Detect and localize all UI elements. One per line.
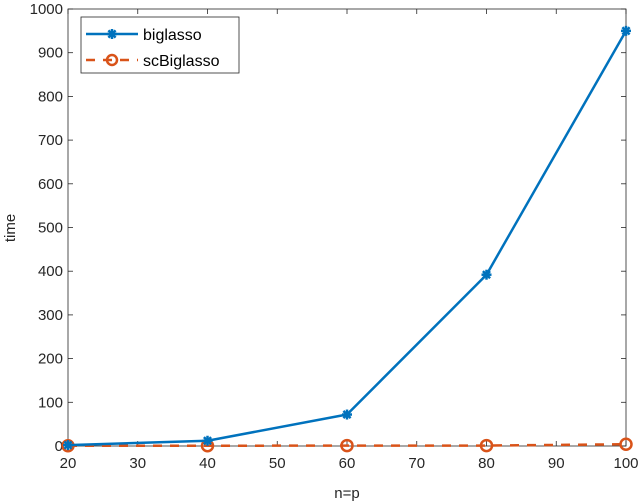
circle-marker-icon [105,53,119,67]
legend: biglasso scBiglasso [80,16,240,74]
y-tick-label: 900 [38,45,63,62]
circle-marker-icon [340,438,354,453]
y-tick-label: 100 [38,394,63,411]
axes-box [67,8,627,447]
asterisk-marker-icon [342,409,352,420]
legend-label-biglasso: biglasso [143,27,202,44]
y-axis-ticks: 0 100 200 300 400 500 600 700 800 900 1000 [30,1,626,455]
y-axis-label: time [2,214,19,242]
circle-marker-icon [619,437,633,452]
x-axis-label: n=p [334,485,359,502]
asterisk-marker-icon [621,25,631,36]
x-axis-ticks: 20 30 40 50 60 70 80 90 100 [60,9,639,472]
legend-label-scbiglasso: scBiglasso [143,53,220,70]
x-tick-label: 60 [339,455,356,472]
x-tick-label: 30 [129,455,146,472]
x-tick-label: 80 [478,455,495,472]
series-layer [61,25,633,453]
y-tick-label: 500 [38,220,63,237]
series-scbiglasso [61,437,633,453]
x-tick-label: 20 [60,455,77,472]
y-tick-label: 800 [38,88,63,105]
x-tick-label: 50 [269,455,286,472]
asterisk-marker-icon [63,440,73,451]
y-tick-label: 300 [38,307,63,324]
x-tick-label: 90 [548,455,565,472]
y-tick-label: 600 [38,176,63,193]
legend-item-scbiglasso: scBiglasso [86,53,220,70]
x-tick-label: 70 [408,455,425,472]
x-tick-label: 100 [613,455,638,472]
y-tick-label: 1000 [30,1,63,18]
asterisk-marker-icon [202,435,213,446]
y-tick-label: 400 [38,263,63,280]
plot-area [67,8,627,447]
asterisk-marker-icon [481,269,492,280]
y-tick-label: 700 [38,132,63,149]
circle-marker-icon [479,438,494,453]
y-tick-label: 200 [38,351,63,368]
y-tick-label: 0 [55,438,63,455]
series-biglasso [63,25,631,451]
asterisk-marker-icon [107,29,117,39]
x-tick-label: 40 [199,455,216,472]
legend-item-biglasso: biglasso [86,27,202,44]
